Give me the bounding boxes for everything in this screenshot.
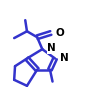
- Text: N: N: [47, 43, 56, 53]
- Text: N: N: [60, 53, 69, 63]
- Text: O: O: [55, 28, 64, 38]
